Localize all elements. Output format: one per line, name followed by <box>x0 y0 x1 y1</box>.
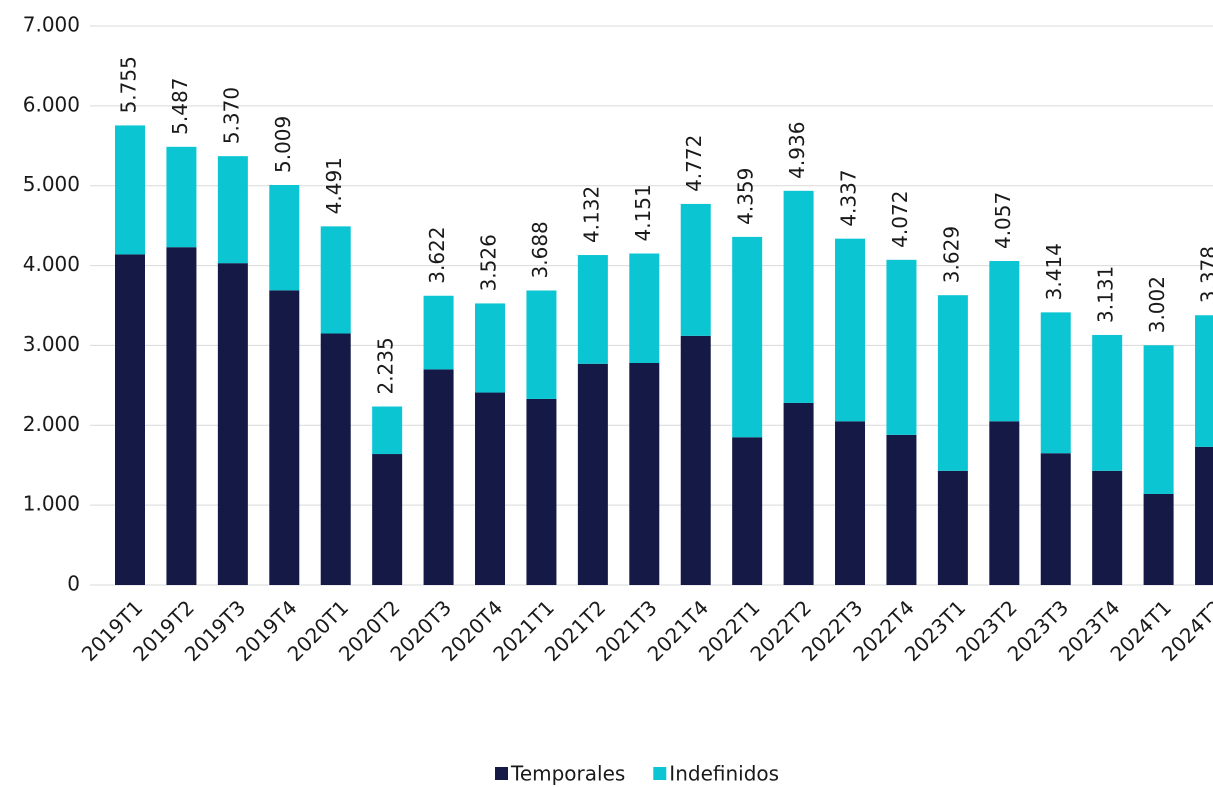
total-label: 3.002 <box>1145 276 1169 333</box>
bar-segment <box>680 335 711 585</box>
total-label: 3.414 <box>1042 243 1066 300</box>
y-tick-label: 4.000 <box>23 252 80 276</box>
total-label: 4.132 <box>579 186 603 243</box>
y-tick-label: 6.000 <box>23 92 80 116</box>
y-tick-label: 5.000 <box>23 172 80 196</box>
y-tick-label: 1.000 <box>23 492 80 516</box>
total-label: 5.755 <box>117 56 141 113</box>
bar-segment <box>320 333 351 585</box>
total-label: 3.131 <box>1094 266 1118 323</box>
bar-segment <box>1195 315 1213 447</box>
bar-segment <box>577 255 608 364</box>
bar-segment <box>783 190 814 403</box>
bar-segment <box>217 156 248 264</box>
bar-segment <box>1143 345 1174 494</box>
bar-segment <box>886 259 917 435</box>
total-label: 4.337 <box>837 169 861 226</box>
total-label: 4.057 <box>991 192 1015 249</box>
total-label: 5.009 <box>271 116 295 173</box>
bar-segment <box>423 295 454 370</box>
bar-segment <box>217 263 248 585</box>
bar-segment <box>166 247 197 585</box>
bar-segment <box>732 437 763 585</box>
total-label: 4.151 <box>631 184 655 241</box>
bar-segment <box>115 254 145 586</box>
bar-segment <box>989 421 1020 585</box>
bar-segment <box>680 203 711 336</box>
bar-segment <box>886 434 917 585</box>
total-label: 4.772 <box>682 135 706 192</box>
total-label: 4.491 <box>322 157 346 214</box>
total-label: 3.378 <box>1197 246 1213 303</box>
bar-segment <box>1195 446 1213 585</box>
total-label: 3.622 <box>425 226 449 283</box>
bar-segment <box>423 369 454 585</box>
legend-swatch <box>653 767 667 780</box>
bar-segment <box>372 454 403 585</box>
bar-segment <box>629 362 660 585</box>
bar-segment <box>115 125 145 255</box>
total-label: 3.526 <box>477 234 501 291</box>
total-label: 4.359 <box>734 168 758 225</box>
bar-segment <box>1143 493 1174 585</box>
bar-segment <box>989 261 1020 422</box>
total-label: 4.936 <box>785 122 809 179</box>
bar-segment <box>372 406 403 455</box>
bar-segment <box>629 253 660 363</box>
bar-segment <box>1040 453 1071 585</box>
total-label: 3.629 <box>939 226 963 283</box>
bar-segment <box>835 421 866 585</box>
bar-segment <box>526 290 557 399</box>
bar-segment <box>269 184 300 291</box>
total-label: 5.370 <box>219 87 243 144</box>
bar-segment <box>783 402 814 585</box>
bar-segment <box>577 363 608 585</box>
y-tick-label: 7.000 <box>23 13 80 37</box>
total-label: 3.688 <box>528 221 552 278</box>
legend-swatch <box>495 767 508 780</box>
y-tick-label: 3.000 <box>23 332 80 356</box>
y-tick-label: 0 <box>67 572 80 596</box>
bar-segment <box>166 146 197 248</box>
bar-segment <box>475 303 506 393</box>
total-label: 5.487 <box>168 78 192 135</box>
y-tick-label: 2.000 <box>23 412 80 436</box>
legend-label: Temporales <box>510 762 625 786</box>
bar-segment <box>1040 312 1071 454</box>
bar-segment <box>835 238 866 422</box>
legend-label: Indefinidos <box>669 762 779 786</box>
bar-segment <box>526 398 557 585</box>
bar-segment <box>1092 334 1123 471</box>
bar-segment <box>937 470 968 585</box>
bar-segment <box>320 226 351 334</box>
total-label: 4.072 <box>888 191 912 248</box>
bar-segment <box>269 290 300 585</box>
bar-segment <box>475 392 506 585</box>
bar-segment <box>937 295 968 471</box>
bar-segment <box>1092 470 1123 585</box>
bar-segment <box>732 236 763 438</box>
total-label: 2.235 <box>374 337 398 394</box>
